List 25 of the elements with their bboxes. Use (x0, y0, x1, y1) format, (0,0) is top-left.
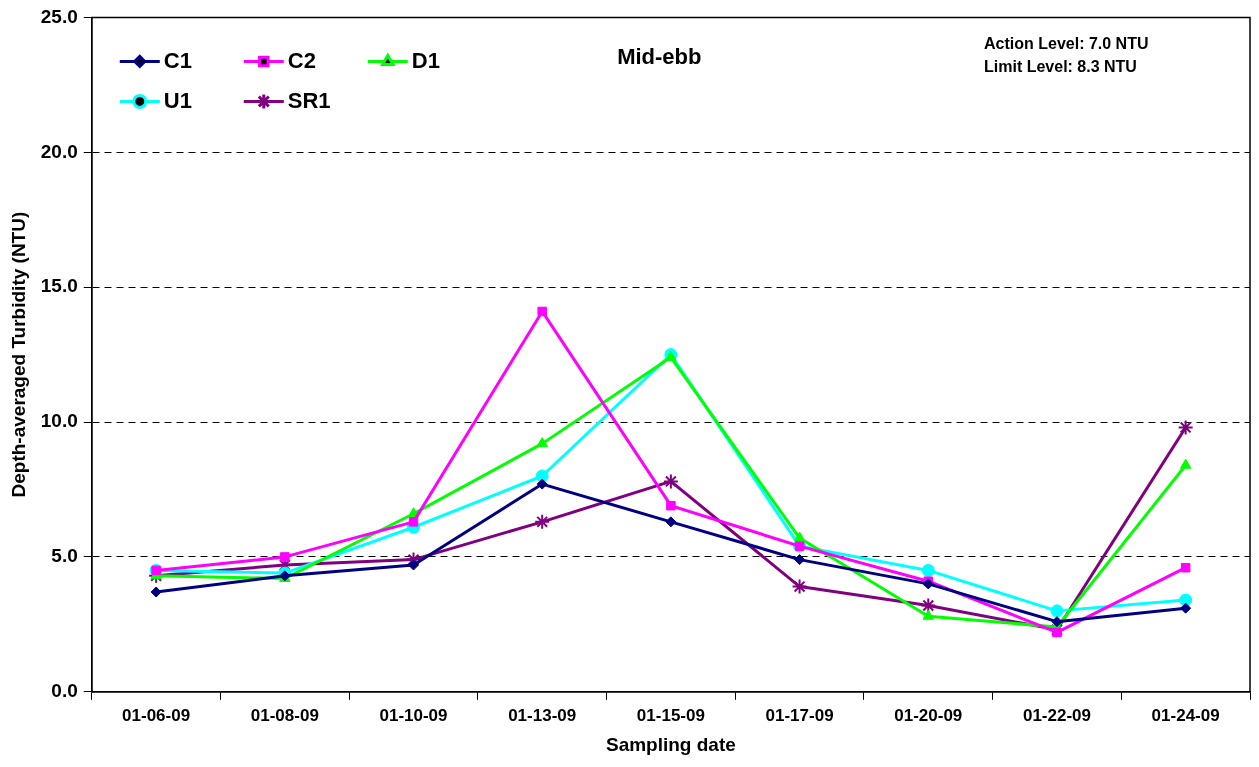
y-tick-label: 20.0 (40, 140, 78, 162)
annotation: Limit Level: 8.3 NTU (984, 57, 1137, 75)
x-tick-label: 01-08-09 (250, 705, 319, 725)
x-axis-title: Sampling date (605, 733, 736, 755)
y-tick-label: 15.0 (40, 275, 78, 297)
y-tick-label: 25.0 (40, 5, 78, 27)
text: Mid-ebb (617, 44, 702, 70)
legend-label: C1 (163, 48, 192, 74)
legend-label: SR1 (287, 88, 331, 114)
y-tick-label: 10.0 (40, 410, 78, 432)
x-tick-label: 01-20-09 (894, 705, 963, 725)
x-tick-label: 01-06-09 (122, 705, 191, 725)
annotation: Action Level: 7.0 NTU (984, 34, 1149, 52)
y-axis-title: Depth-averaged Turbidity (NTU) (7, 211, 29, 498)
x-tick-label: 01-22-09 (1022, 705, 1091, 725)
x-tick-label: 01-13-09 (508, 705, 577, 725)
y-tick-label: 5.0 (51, 545, 78, 567)
y-tick-label: 0.0 (51, 680, 78, 702)
x-tick-label: 01-10-09 (379, 705, 448, 725)
legend-label: C2 (287, 48, 316, 74)
legend-label: U1 (163, 88, 192, 114)
x-tick-label: 01-17-09 (765, 705, 834, 725)
legend-label: D1 (411, 48, 440, 74)
x-tick-label: 01-24-09 (1151, 705, 1220, 725)
x-tick-label: 01-15-09 (636, 705, 705, 725)
